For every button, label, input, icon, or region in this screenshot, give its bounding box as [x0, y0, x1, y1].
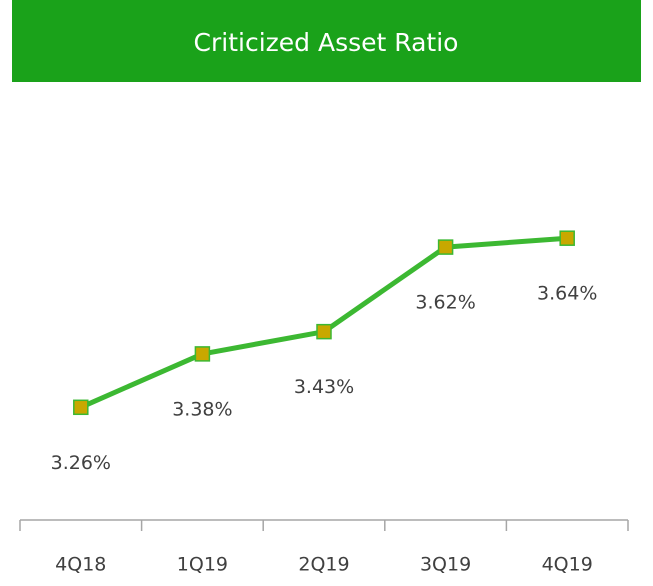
x-tick-label: 1Q19 — [177, 554, 228, 576]
x-tick-label: 4Q18 — [55, 554, 106, 576]
data-label: 3.43% — [294, 376, 354, 398]
data-marker — [316, 323, 332, 340]
data-marker — [559, 230, 575, 246]
data-marker — [437, 239, 454, 255]
data-label: 3.38% — [172, 398, 232, 420]
title-banner — [12, 0, 641, 82]
data-label: 3.62% — [415, 292, 475, 314]
data-marker — [194, 346, 211, 362]
data-marker — [73, 399, 89, 416]
chart-title: Criticized Asset Ratio — [194, 28, 459, 57]
x-tick-label: 4Q19 — [542, 554, 593, 576]
x-tick-label: 2Q19 — [298, 554, 349, 576]
x-tick-label: 3Q19 — [420, 554, 471, 576]
data-label: 3.26% — [51, 452, 111, 474]
data-label: 3.64% — [537, 283, 597, 305]
